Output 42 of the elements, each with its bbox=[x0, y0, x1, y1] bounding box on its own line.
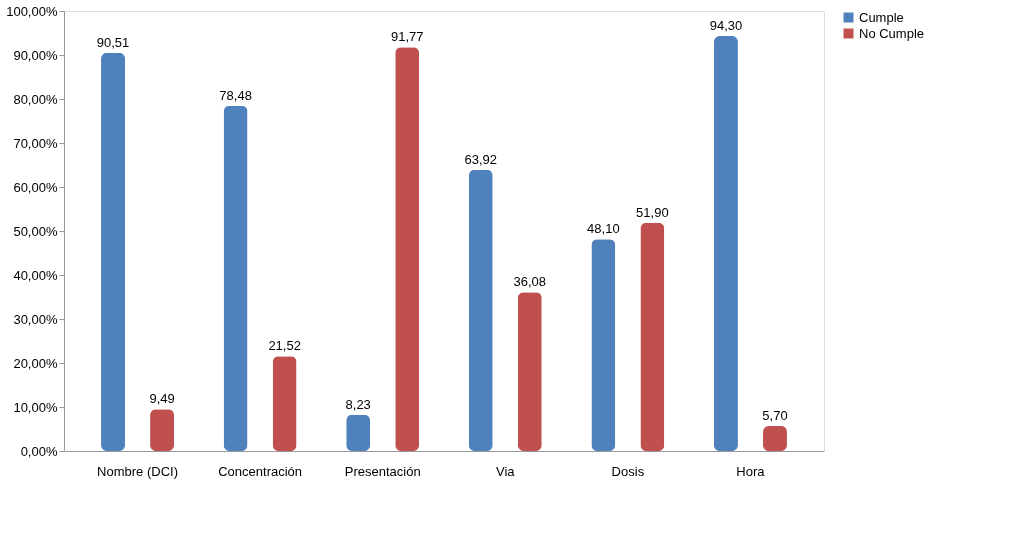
data-label: 51,90 bbox=[636, 204, 669, 220]
y-tick-label: 20,00% bbox=[13, 355, 58, 371]
data-label: 9,49 bbox=[149, 391, 175, 407]
data-label: 63,92 bbox=[464, 151, 498, 167]
x-tick-label: Via bbox=[496, 463, 516, 479]
x-tick-label: Hora bbox=[736, 463, 766, 479]
x-tick-label: Presentación bbox=[344, 463, 421, 479]
data-label: 78,48 bbox=[219, 87, 252, 103]
bar bbox=[272, 356, 297, 451]
data-label: 36,08 bbox=[513, 274, 547, 290]
bar bbox=[101, 52, 126, 451]
x-tick-label: Dosis bbox=[611, 463, 645, 479]
data-label: 90,51 bbox=[96, 34, 130, 50]
bar bbox=[223, 105, 248, 451]
bar bbox=[468, 169, 493, 451]
data-label: 5,70 bbox=[762, 407, 788, 423]
data-label: 91,77 bbox=[390, 29, 424, 45]
y-tick-label: 40,00% bbox=[13, 267, 58, 283]
y-tick-label: 70,00% bbox=[13, 135, 58, 151]
bar bbox=[346, 414, 371, 451]
bar bbox=[517, 292, 542, 451]
data-label: 94,30 bbox=[709, 18, 743, 34]
y-tick-label: 10,00% bbox=[13, 399, 58, 415]
legend-label: Cumple bbox=[859, 9, 904, 25]
y-tick-label: 30,00% bbox=[13, 311, 58, 327]
y-tick-label: 80,00% bbox=[13, 91, 58, 107]
y-tick-label: 60,00% bbox=[13, 179, 58, 195]
bar bbox=[640, 222, 665, 451]
y-tick-label: 90,00% bbox=[13, 47, 58, 63]
y-tick-label: 100,00% bbox=[6, 3, 58, 19]
bar bbox=[591, 239, 616, 451]
legend-label: No Cumple bbox=[859, 25, 925, 41]
bar bbox=[713, 36, 738, 451]
bar bbox=[395, 47, 420, 451]
data-label: 8,23 bbox=[345, 396, 371, 412]
data-label: 48,10 bbox=[587, 221, 620, 237]
x-tick-label: Nombre (DCI) bbox=[97, 463, 178, 479]
data-label: 21,52 bbox=[268, 338, 301, 354]
bar bbox=[150, 409, 175, 451]
y-tick-label: 0,00% bbox=[20, 443, 58, 459]
y-tick-label: 50,00% bbox=[13, 223, 58, 239]
x-tick-label: Concentración bbox=[218, 463, 303, 479]
